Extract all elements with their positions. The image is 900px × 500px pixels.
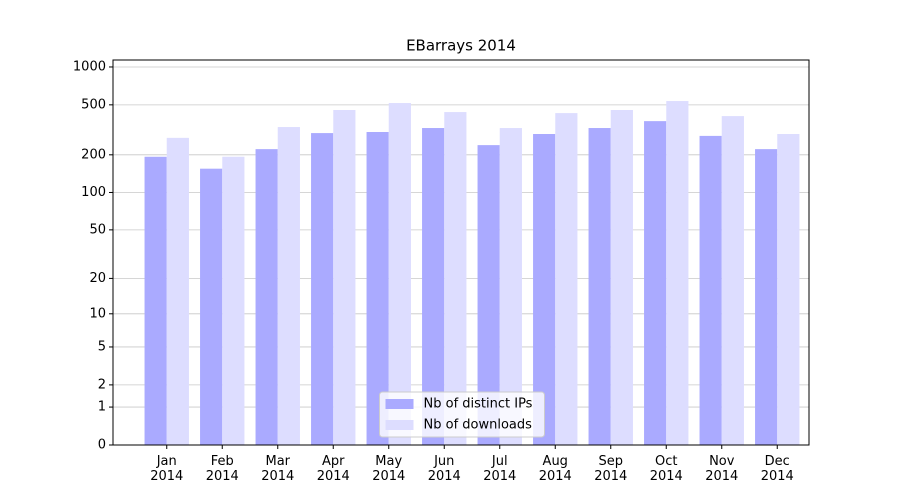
y-tick-label: 200 [81, 147, 106, 162]
x-tick-label: Feb 2014 [205, 454, 239, 484]
bar [755, 149, 778, 445]
x-tick-label: May 2014 [372, 454, 406, 484]
bar [366, 131, 389, 445]
bar [444, 112, 467, 445]
bar [699, 135, 722, 445]
y-tick-label: 100 [81, 185, 106, 200]
plot-frame [112, 59, 810, 446]
x-tick-label: Jul 2014 [483, 454, 517, 484]
bar [477, 145, 500, 445]
bar [144, 156, 167, 445]
x-tick-label: Sep 2014 [594, 454, 628, 484]
y-tick-label: 1 [98, 400, 106, 415]
x-tick-label: Nov 2014 [705, 454, 739, 484]
y-tick-label: 1000 [73, 59, 106, 74]
bar [422, 128, 445, 445]
x-tick-label: Jan 2014 [150, 454, 184, 484]
x-tick-label: Mar 2014 [261, 454, 295, 484]
bar [644, 121, 667, 446]
y-tick-label: 10 [89, 306, 106, 321]
legend-swatch [385, 420, 414, 430]
bar [277, 127, 300, 445]
bar [555, 113, 578, 445]
x-tick-label: Apr 2014 [316, 454, 350, 484]
legend-label: Nb of distinct IPs [424, 397, 533, 412]
x-tick-label: Oct 2014 [649, 454, 683, 484]
bar [499, 128, 522, 445]
x-tick-label: Jun 2014 [427, 454, 461, 484]
y-tick-label: 500 [81, 97, 106, 112]
y-tick-label: 50 [89, 222, 106, 237]
y-tick-label: 20 [89, 271, 106, 286]
bar [610, 109, 633, 446]
legend-frame [379, 391, 545, 438]
bar [588, 128, 611, 445]
bar [222, 156, 245, 445]
x-tick-label: Dec 2014 [760, 454, 794, 484]
y-tick-label: 2 [98, 377, 106, 392]
bar [333, 109, 356, 446]
y-tick-label: 5 [98, 339, 106, 354]
bar [311, 133, 334, 445]
bar [200, 168, 223, 446]
bar [721, 116, 744, 445]
bar [666, 101, 689, 446]
chart-title: EBarrays 2014 [406, 37, 516, 55]
bar [777, 134, 800, 445]
legend-label: Nb of downloads [424, 418, 533, 433]
y-tick-label: 0 [98, 438, 106, 453]
x-tick-label: Aug 2014 [538, 454, 572, 484]
bar [166, 137, 189, 446]
legend-swatch [385, 399, 414, 409]
bar [388, 103, 411, 445]
legend: Nb of distinct IPs Nb of downloads [379, 391, 545, 438]
bar [533, 134, 556, 445]
bar [255, 149, 278, 445]
